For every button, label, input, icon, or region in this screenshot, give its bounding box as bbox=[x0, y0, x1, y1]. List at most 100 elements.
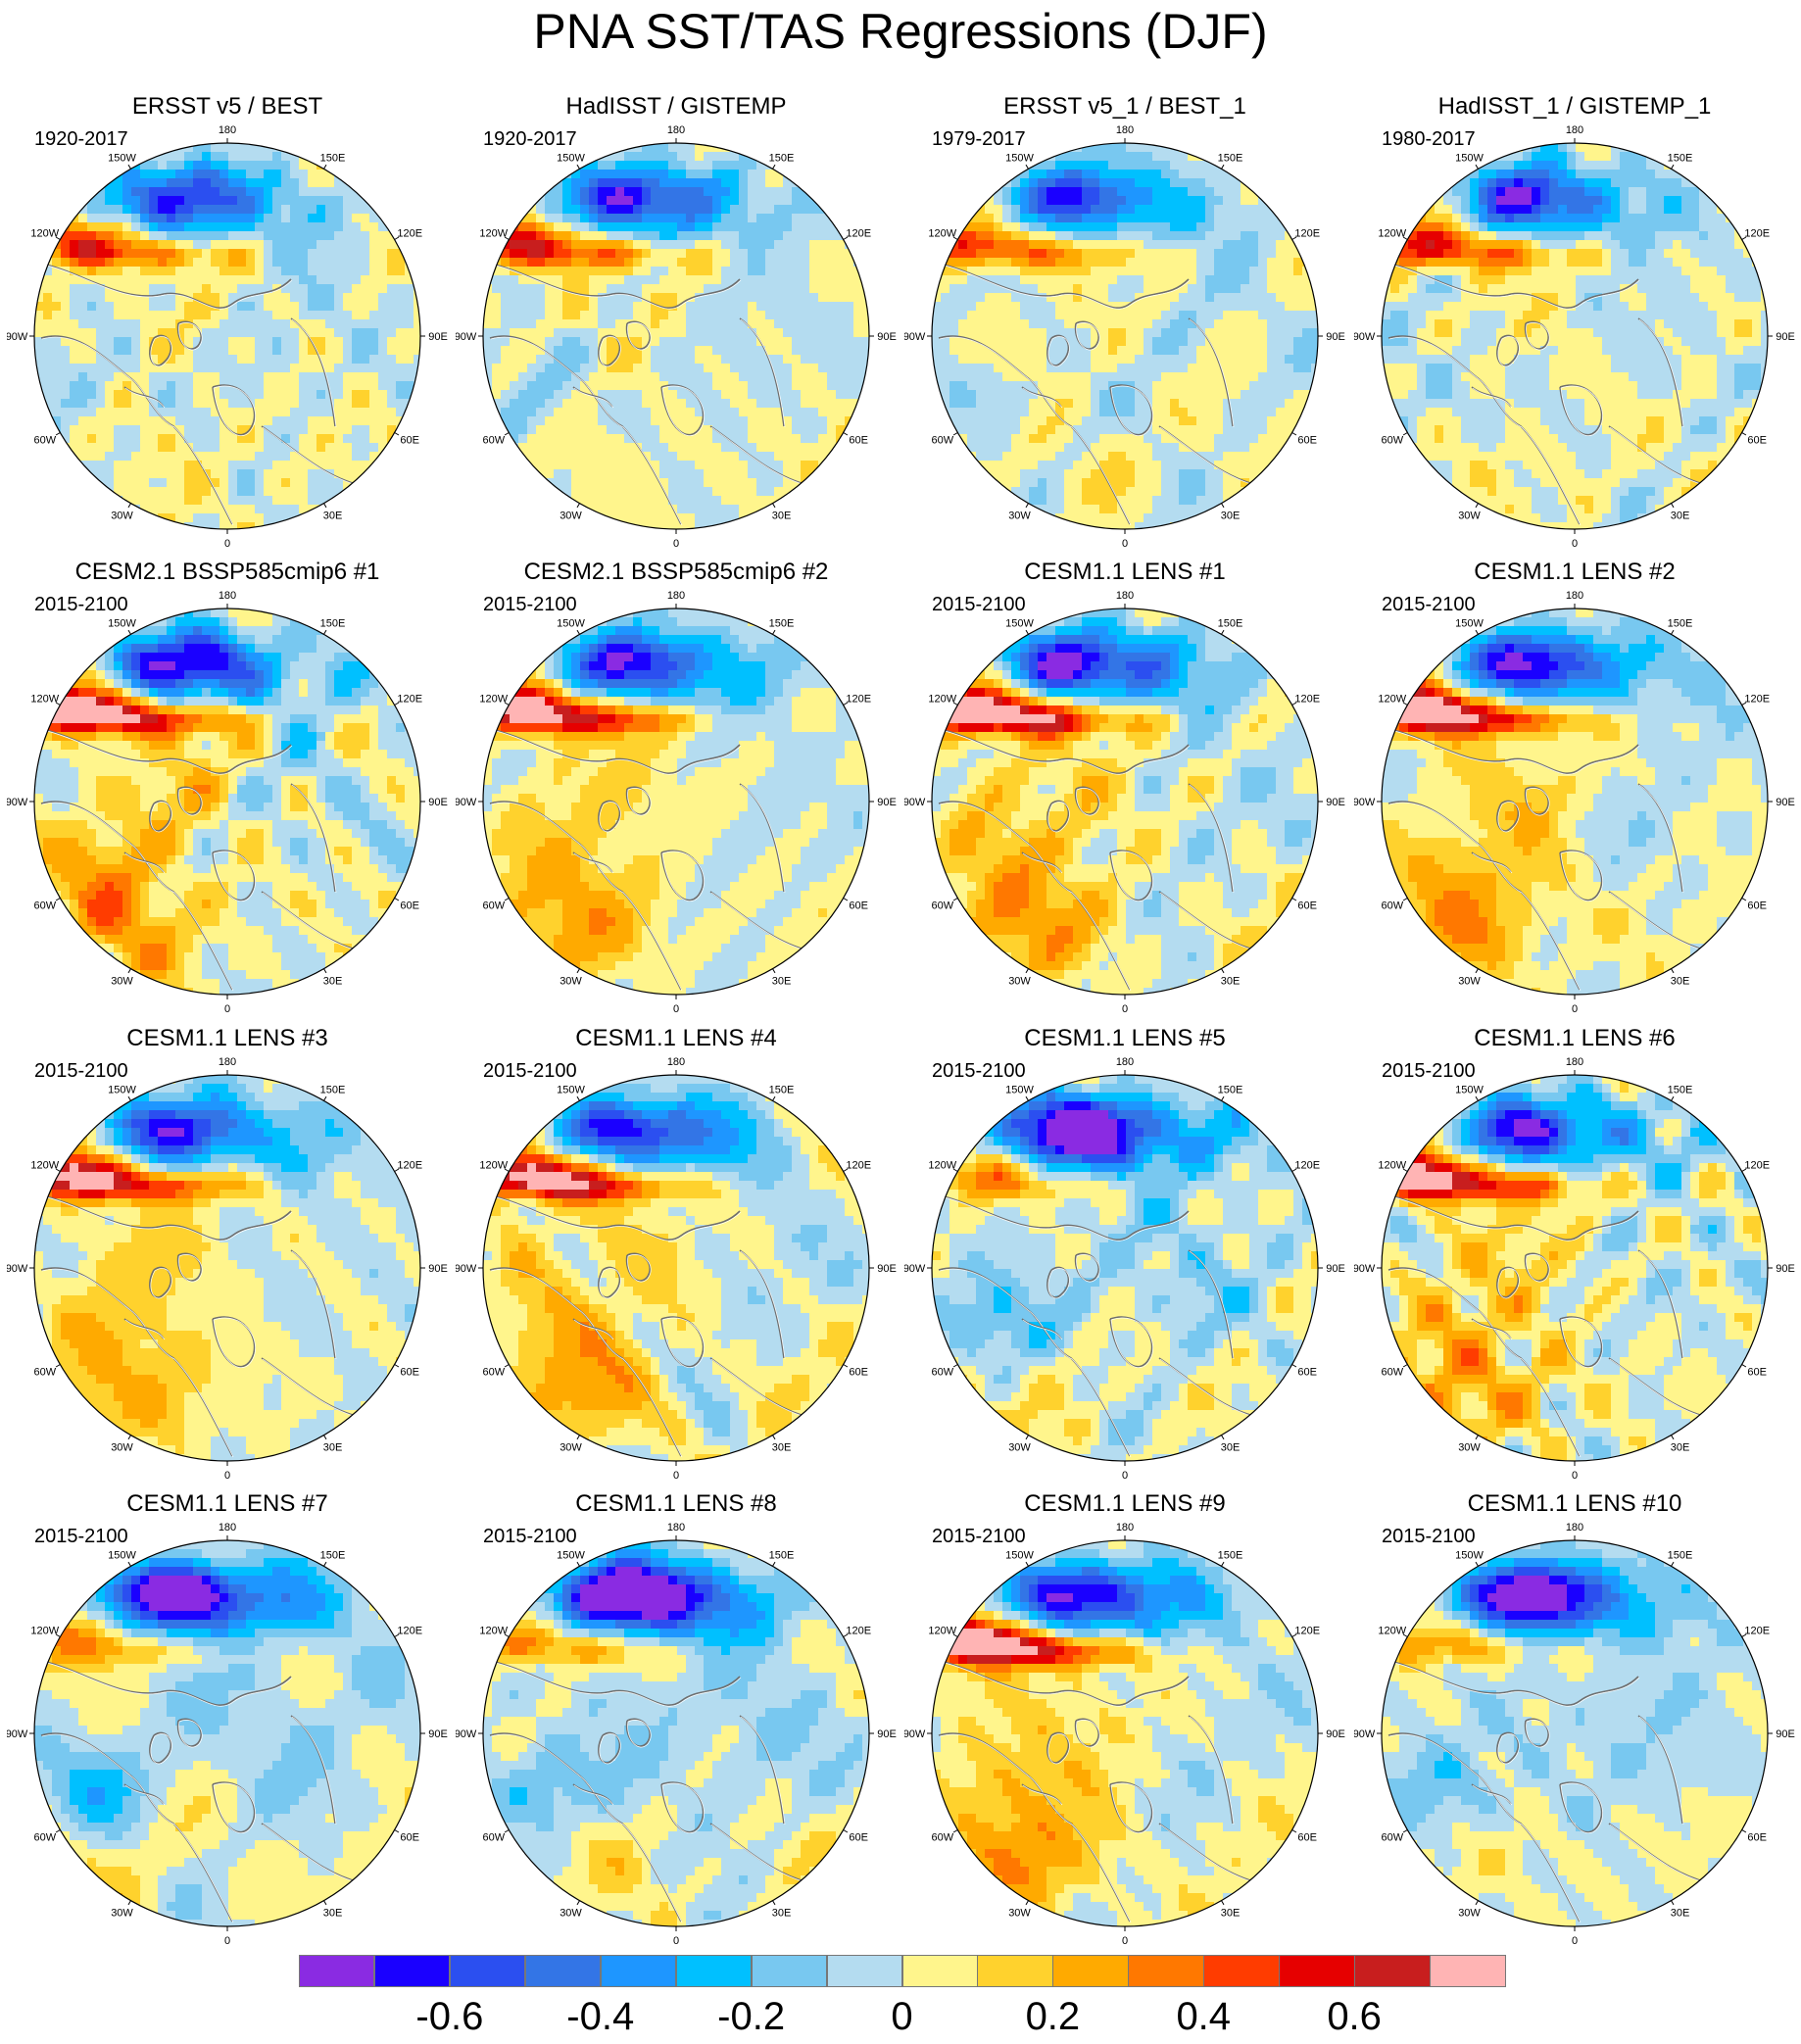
longitude-label: 0 bbox=[673, 538, 679, 550]
regression-field bbox=[1382, 1540, 1768, 1926]
longitude-tick bbox=[1025, 1095, 1029, 1101]
longitude-label: 0 bbox=[673, 1935, 679, 1947]
longitude-label: 150W bbox=[1005, 617, 1034, 629]
longitude-label: 60W bbox=[33, 435, 56, 447]
longitude-tick bbox=[1291, 1829, 1297, 1833]
longitude-label: 120E bbox=[846, 694, 871, 706]
longitude-label: 90E bbox=[1776, 1728, 1795, 1740]
longitude-label: 90E bbox=[877, 797, 897, 808]
longitude-label: 0 bbox=[1122, 1003, 1128, 1015]
longitude-tick bbox=[1402, 1364, 1408, 1368]
longitude-tick bbox=[55, 1364, 61, 1368]
map-panel: 180 150E 120E 90E 60E 30E 0 30W 60W 90W 120W 150W CE… bbox=[1354, 559, 1795, 1024]
longitude-tick bbox=[1402, 898, 1408, 901]
longitude-tick bbox=[1402, 702, 1408, 706]
longitude-tick bbox=[576, 1561, 580, 1567]
longitude-label: 90E bbox=[1326, 1728, 1345, 1740]
longitude-label: 30E bbox=[772, 511, 792, 522]
longitude-label: 60E bbox=[1747, 435, 1767, 447]
regression-field bbox=[1382, 143, 1768, 529]
colorbar: -0.6 -0.4 -0.2 0 0.2 0.4 0.6 bbox=[299, 1955, 1506, 2044]
longitude-label: 0 bbox=[673, 1003, 679, 1015]
polar-map: 180 150E 120E 90E 60E 30E 0 30W 60W 90W 120W 150W bbox=[456, 1522, 897, 1947]
longitude-label: 60E bbox=[849, 435, 868, 447]
longitude-tick bbox=[843, 1364, 849, 1368]
longitude-tick bbox=[952, 1633, 958, 1637]
colorbar-swatch bbox=[1279, 1955, 1355, 1987]
longitude-label: 90W bbox=[904, 331, 926, 343]
longitude-label: 180 bbox=[1116, 1056, 1134, 1068]
longitude-tick bbox=[127, 503, 131, 509]
longitude-label: 30E bbox=[772, 1442, 792, 1454]
longitude-tick bbox=[1402, 1168, 1408, 1172]
longitude-label: 120E bbox=[1294, 694, 1320, 706]
longitude-tick bbox=[127, 629, 131, 635]
longitude-label: 120E bbox=[1294, 1160, 1320, 1172]
longitude-tick bbox=[1671, 503, 1675, 509]
panel-title: CESM1.1 LENS #5 bbox=[904, 1025, 1345, 1052]
map-panel: 180 150E 120E 90E 60E 30E 0 30W 60W 90W 120W 150W CE… bbox=[904, 1490, 1345, 1956]
longitude-label: 90W bbox=[7, 331, 28, 343]
longitude-tick bbox=[576, 629, 580, 635]
longitude-label: 120E bbox=[1744, 1626, 1770, 1637]
map-panel: 180 150E 120E 90E 60E 30E 0 30W 60W 90W 120W 150W Ha… bbox=[1354, 93, 1795, 559]
map-panel: 180 150E 120E 90E 60E 30E 0 30W 60W 90W 120W 150W ER… bbox=[904, 93, 1345, 559]
longitude-tick bbox=[576, 1900, 580, 1906]
longitude-tick bbox=[55, 1168, 61, 1172]
colorbar-tick-label: 0 bbox=[844, 1994, 961, 2039]
longitude-tick bbox=[504, 702, 510, 706]
longitude-label: 60E bbox=[400, 1832, 419, 1844]
longitude-tick bbox=[1291, 1364, 1297, 1368]
longitude-tick bbox=[1221, 629, 1225, 635]
regression-field bbox=[34, 1075, 420, 1461]
longitude-label: 150W bbox=[1005, 152, 1034, 164]
polar-map: 180 150E 120E 90E 60E 30E 0 30W 60W 90W 120W 150W bbox=[1354, 124, 1795, 550]
regression-field bbox=[483, 143, 869, 529]
colorbar-swatch bbox=[751, 1955, 828, 1987]
polar-map: 180 150E 120E 90E 60E 30E 0 30W 60W 90W 120W 150W bbox=[7, 124, 448, 550]
panel-period: 2015-2100 bbox=[34, 594, 128, 615]
longitude-label: 120W bbox=[30, 694, 59, 706]
longitude-tick bbox=[394, 1364, 400, 1368]
longitude-label: 120W bbox=[30, 1160, 59, 1172]
longitude-label: 90W bbox=[1354, 1263, 1376, 1275]
longitude-label: 60E bbox=[1747, 1832, 1767, 1844]
longitude-label: 60W bbox=[33, 1832, 56, 1844]
longitude-tick bbox=[1221, 1561, 1225, 1567]
longitude-label: 30W bbox=[1008, 1908, 1031, 1920]
longitude-label: 180 bbox=[1116, 1522, 1134, 1533]
longitude-label: 180 bbox=[219, 124, 236, 136]
polar-map: 180 150E 120E 90E 60E 30E 0 30W 60W 90W 120W 150W bbox=[456, 1056, 897, 1482]
longitude-label: 60E bbox=[1297, 435, 1317, 447]
figure-title: PNA SST/TAS Regressions (DJF) bbox=[0, 2, 1801, 61]
map-panel: 180 150E 120E 90E 60E 30E 0 30W 60W 90W 120W 150W CE… bbox=[456, 559, 897, 1024]
longitude-tick bbox=[323, 1900, 327, 1906]
longitude-tick bbox=[772, 1561, 776, 1567]
longitude-label: 120E bbox=[1744, 694, 1770, 706]
longitude-tick bbox=[504, 1168, 510, 1172]
longitude-label: 120W bbox=[928, 1626, 956, 1637]
longitude-label: 150E bbox=[769, 1549, 795, 1561]
panel-title: CESM1.1 LENS #2 bbox=[1354, 559, 1795, 586]
polar-map: 180 150E 120E 90E 60E 30E 0 30W 60W 90W 120W 150W bbox=[7, 1522, 448, 1947]
longitude-label: 60W bbox=[1381, 435, 1403, 447]
colorbar-swatch bbox=[901, 1955, 978, 1987]
regression-field bbox=[932, 1540, 1318, 1926]
longitude-tick bbox=[1291, 236, 1297, 240]
longitude-label: 60W bbox=[931, 1367, 953, 1379]
longitude-label: 0 bbox=[224, 1470, 230, 1482]
longitude-tick bbox=[576, 1095, 580, 1101]
colorbar-tick-label: 0.2 bbox=[994, 1994, 1111, 2039]
longitude-label: 30W bbox=[111, 511, 133, 522]
longitude-tick bbox=[1221, 1095, 1225, 1101]
longitude-tick bbox=[1741, 1364, 1747, 1368]
longitude-tick bbox=[323, 164, 327, 170]
coastlines bbox=[489, 1195, 810, 1458]
coastlines bbox=[1387, 1195, 1709, 1458]
longitude-label: 30W bbox=[560, 1442, 582, 1454]
longitude-tick bbox=[323, 1095, 327, 1101]
longitude-label: 60W bbox=[1381, 1832, 1403, 1844]
polar-map: 180 150E 120E 90E 60E 30E 0 30W 60W 90W 120W 150W bbox=[1354, 1056, 1795, 1482]
longitude-label: 120W bbox=[479, 1626, 508, 1637]
longitude-tick bbox=[1475, 1435, 1479, 1440]
